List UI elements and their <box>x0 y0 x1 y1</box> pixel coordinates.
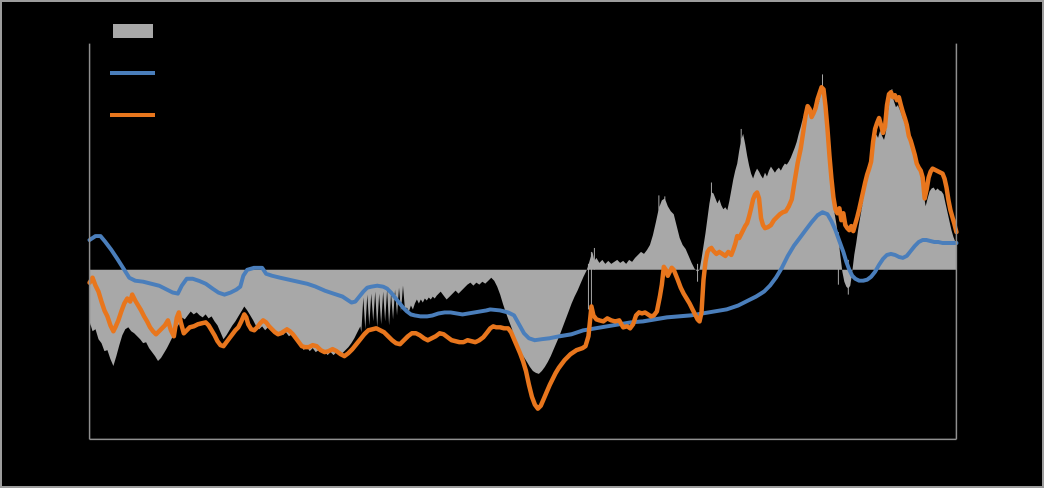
blue-line-series <box>87 210 959 343</box>
gray-area-series <box>89 85 957 374</box>
orange-line-series <box>87 85 959 411</box>
